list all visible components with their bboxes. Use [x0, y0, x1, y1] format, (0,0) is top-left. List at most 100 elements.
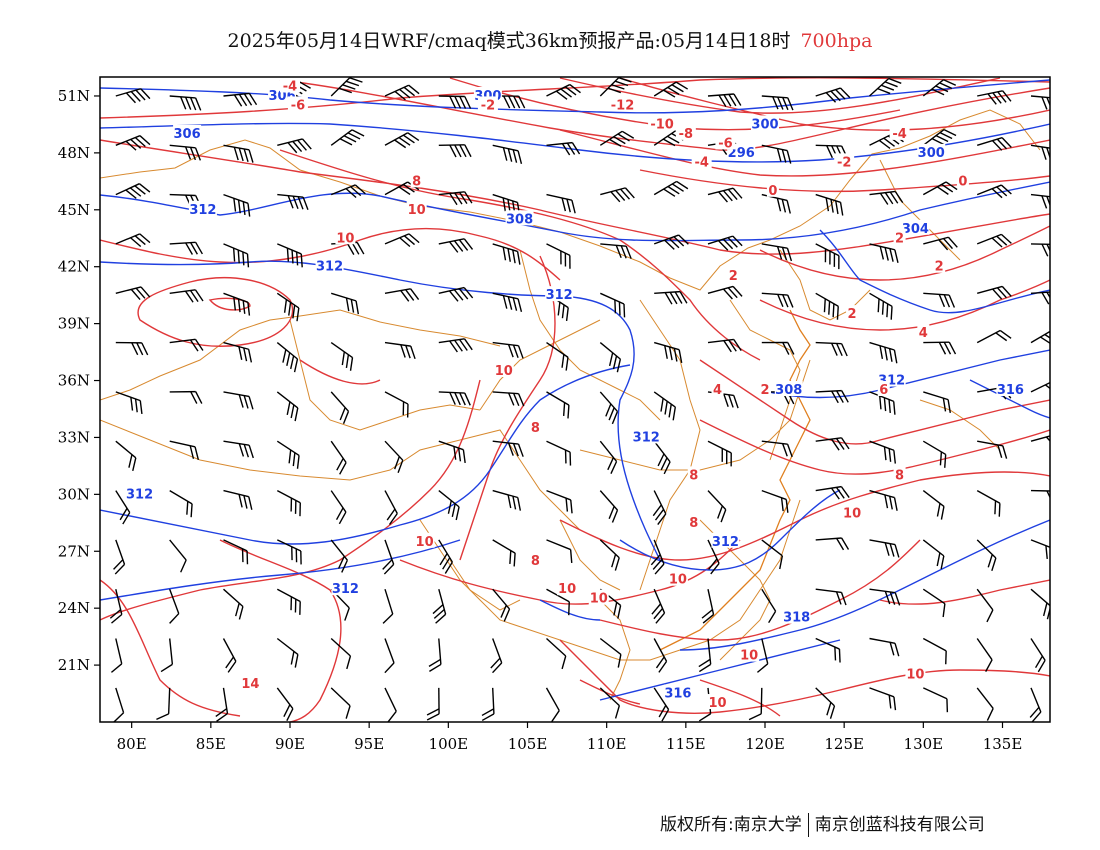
wind-barb — [223, 588, 244, 620]
wind-barb — [276, 342, 299, 373]
wind-barb — [653, 81, 689, 98]
wind-barb — [923, 341, 957, 355]
temperature-contour-label-bg — [414, 532, 435, 548]
wind-barb — [492, 440, 524, 457]
wind-barb — [330, 184, 366, 199]
wind-barb — [438, 440, 466, 464]
temperature-contour-label: 10 — [336, 231, 354, 246]
height-contour-label: 308 — [506, 212, 533, 227]
wind-barb — [276, 292, 300, 322]
wind-barb — [815, 193, 844, 216]
wind-barb — [492, 341, 524, 359]
lat-label: 24N — [58, 599, 90, 617]
height-contour-label-bg — [782, 608, 811, 624]
height-contour-label-bg — [711, 532, 740, 548]
wind-barb — [115, 286, 151, 300]
wind-barb — [1030, 379, 1050, 394]
wind-barb — [600, 292, 626, 318]
height-contour-label-bg — [632, 428, 661, 444]
wind-barb — [546, 83, 581, 100]
wind-barb — [922, 637, 947, 665]
temperature-contour-label: 8 — [895, 468, 904, 483]
lat-label: 39N — [58, 315, 90, 333]
temperature-contour-label-bg — [667, 570, 688, 586]
height-contour-label: 312 — [126, 487, 153, 502]
wind-barb — [330, 539, 349, 573]
wind-barb — [976, 638, 993, 672]
temperature-contour-label-bg — [557, 580, 578, 596]
wind-barb — [384, 132, 420, 149]
wind-barb — [977, 285, 1012, 300]
temperature-contour-label: 10 — [590, 592, 608, 607]
lon-label: 105E — [508, 735, 548, 753]
copyright-footer: 版权所有:南京大学 南京创蓝科技有限公司 — [660, 810, 985, 837]
temperature-contour-label: -6 — [718, 136, 732, 151]
temperature-contour-label-bg — [766, 181, 779, 197]
wind-barb — [707, 235, 743, 251]
temperature-contour-label-bg — [917, 324, 930, 340]
wind-barb — [384, 341, 416, 360]
wind-barb — [330, 687, 351, 719]
height-contour-label: 312 — [546, 288, 573, 303]
title-main: 2025年05月14日WRF/cmaq模式36km预报产品:05月14日18时 — [227, 30, 791, 52]
temperature-contour-label-bg — [410, 172, 423, 188]
temperature-contour-label: 8 — [531, 554, 540, 569]
lat-label: 48N — [58, 144, 90, 162]
temperature-contour-label-bg — [846, 305, 859, 321]
wind-barb — [382, 539, 395, 575]
height-contour-label-bg — [996, 381, 1025, 397]
temperature-contour-label: 10 — [708, 696, 726, 711]
temperature-contour-label: 0 — [768, 184, 777, 199]
wind-barb — [426, 687, 440, 721]
height-contour-label-bg — [188, 200, 217, 216]
lon-label: 135E — [983, 735, 1023, 753]
wind-barb — [922, 490, 945, 520]
wind-barb — [490, 638, 503, 674]
wind-barb — [869, 489, 898, 511]
wind-barb — [115, 233, 151, 248]
wind-barb — [223, 341, 253, 363]
temperature-contour-label-bg — [727, 267, 740, 283]
wind-barb — [223, 440, 254, 459]
temperature-contour-label-bg — [588, 589, 609, 605]
wind-barb — [976, 184, 1012, 199]
wind-barb — [923, 236, 958, 251]
wind-barb — [169, 289, 204, 303]
wind-barb — [815, 292, 839, 320]
wind-barb — [922, 128, 957, 146]
wind-barb — [115, 440, 137, 472]
longitude-axis: 80E 85E 90E 95E 100E 105E 110E 115E 120E 125E 130E… — [117, 722, 1023, 753]
wind-barb — [653, 234, 689, 250]
wind-barb — [438, 539, 453, 574]
wind-barb — [110, 638, 123, 673]
temperature-contour-label: -4 — [892, 127, 906, 142]
wind-barb — [701, 589, 715, 624]
wind-barb — [169, 241, 203, 255]
title-level: 700hpa — [800, 30, 873, 52]
wind-barb — [492, 144, 523, 164]
temperature-contour-label-bg — [240, 675, 261, 691]
wind-barb — [1030, 290, 1050, 305]
temperature-contour-label: -2 — [837, 155, 851, 170]
wind-barb — [277, 138, 312, 154]
wind-barb — [869, 77, 902, 97]
temperature-contour-label: 6 — [879, 383, 888, 398]
wind-barb — [384, 490, 398, 525]
lat-label: 33N — [58, 428, 90, 446]
wind-barb — [869, 687, 897, 711]
wind-barb — [654, 341, 683, 364]
wind-barb — [438, 191, 473, 206]
lon-label: 95E — [354, 735, 384, 753]
wind-barb — [707, 539, 720, 575]
wind-barb — [438, 338, 473, 353]
wind-barb — [761, 588, 777, 624]
wind-barb — [330, 292, 360, 315]
lon-label: 125E — [824, 735, 864, 753]
wind-barb — [384, 288, 420, 302]
temperature-contour-label: 4 — [919, 326, 928, 341]
wind-barb — [492, 588, 511, 622]
wind-barb — [330, 637, 352, 670]
temperature-contour-label-bg — [529, 551, 542, 567]
temperature-contour-label-bg — [687, 513, 700, 529]
